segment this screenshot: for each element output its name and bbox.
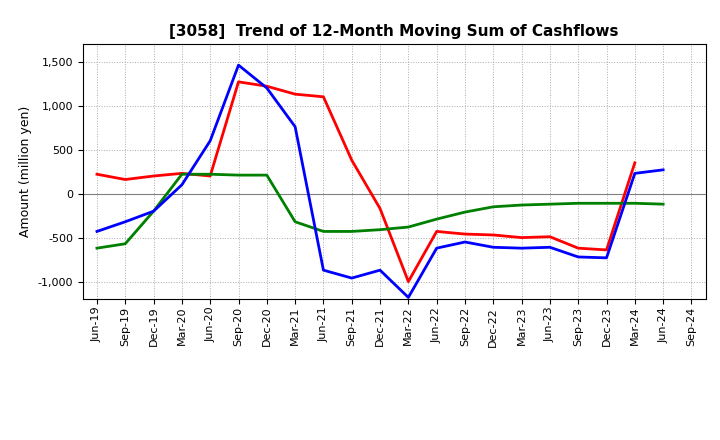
Operating Cashflow <box>489 232 498 238</box>
Free Cashflow <box>348 275 356 281</box>
Free Cashflow <box>574 254 582 260</box>
Investing Cashflow <box>546 202 554 207</box>
Free Cashflow <box>149 209 158 214</box>
Operating Cashflow <box>291 92 300 97</box>
Investing Cashflow <box>291 219 300 224</box>
Free Cashflow <box>376 268 384 273</box>
Operating Cashflow <box>234 79 243 84</box>
Investing Cashflow <box>121 241 130 246</box>
Free Cashflow <box>206 138 215 143</box>
Operating Cashflow <box>517 235 526 240</box>
Operating Cashflow <box>206 173 215 179</box>
Investing Cashflow <box>517 202 526 208</box>
Investing Cashflow <box>263 172 271 178</box>
Free Cashflow <box>432 246 441 251</box>
Operating Cashflow <box>319 94 328 99</box>
Operating Cashflow <box>602 247 611 253</box>
Operating Cashflow <box>631 160 639 165</box>
Investing Cashflow <box>234 172 243 178</box>
Line: Investing Cashflow: Investing Cashflow <box>97 174 663 248</box>
Investing Cashflow <box>461 209 469 215</box>
Free Cashflow <box>263 85 271 91</box>
Investing Cashflow <box>178 172 186 177</box>
Operating Cashflow <box>546 234 554 239</box>
Investing Cashflow <box>376 227 384 232</box>
Y-axis label: Amount (million yen): Amount (million yen) <box>19 106 32 237</box>
Investing Cashflow <box>489 204 498 209</box>
Line: Free Cashflow: Free Cashflow <box>97 65 663 297</box>
Operating Cashflow <box>404 279 413 284</box>
Free Cashflow <box>121 219 130 224</box>
Operating Cashflow <box>121 177 130 182</box>
Free Cashflow <box>291 124 300 129</box>
Investing Cashflow <box>319 229 328 234</box>
Free Cashflow <box>404 295 413 300</box>
Free Cashflow <box>489 245 498 250</box>
Free Cashflow <box>93 229 102 234</box>
Investing Cashflow <box>348 229 356 234</box>
Free Cashflow <box>631 171 639 176</box>
Free Cashflow <box>602 255 611 260</box>
Line: Operating Cashflow: Operating Cashflow <box>97 82 635 282</box>
Investing Cashflow <box>659 202 667 207</box>
Investing Cashflow <box>574 201 582 206</box>
Investing Cashflow <box>149 209 158 214</box>
Free Cashflow <box>234 62 243 68</box>
Free Cashflow <box>178 182 186 187</box>
Operating Cashflow <box>461 231 469 237</box>
Operating Cashflow <box>93 172 102 177</box>
Free Cashflow <box>659 167 667 172</box>
Investing Cashflow <box>93 246 102 251</box>
Operating Cashflow <box>348 158 356 163</box>
Free Cashflow <box>319 268 328 273</box>
Investing Cashflow <box>602 201 611 206</box>
Investing Cashflow <box>631 201 639 206</box>
Investing Cashflow <box>404 224 413 230</box>
Investing Cashflow <box>206 172 215 177</box>
Title: [3058]  Trend of 12-Month Moving Sum of Cashflows: [3058] Trend of 12-Month Moving Sum of C… <box>169 24 619 39</box>
Free Cashflow <box>546 245 554 250</box>
Operating Cashflow <box>178 171 186 176</box>
Investing Cashflow <box>432 216 441 222</box>
Operating Cashflow <box>263 84 271 89</box>
Operating Cashflow <box>376 206 384 211</box>
Operating Cashflow <box>574 246 582 251</box>
Free Cashflow <box>517 246 526 251</box>
Operating Cashflow <box>432 229 441 234</box>
Operating Cashflow <box>149 173 158 179</box>
Free Cashflow <box>461 239 469 245</box>
